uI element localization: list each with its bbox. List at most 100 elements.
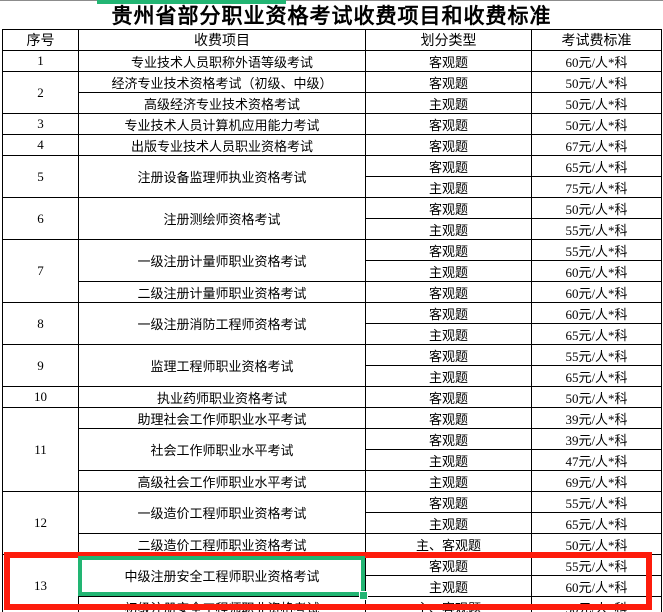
fee-cell: 67元/人*科: [531, 134, 662, 156]
fee-cell: 47元/人*科: [531, 449, 662, 471]
table-row: 社会工作师职业水平考试 客观题 39元/人*科: [3, 428, 662, 471]
project-cell: 经济专业技术资格考试（初级、中级）: [78, 71, 366, 93]
type-cell: 客观题: [365, 155, 532, 177]
type-cell: 主观题: [365, 449, 532, 471]
no-cell: 2: [2, 71, 79, 114]
type-cell: 主观题: [365, 470, 532, 492]
fee-cell: 55元/人*科: [531, 218, 662, 240]
fee-cell: 75元/人*科: [531, 176, 662, 198]
project-cell: 注册测绘师资格考试: [78, 197, 366, 240]
fee-cell: 65元/人*科: [531, 323, 662, 345]
fee-cell: 55元/人*科: [531, 239, 662, 261]
project-cell: 专业技术人员计算机应用能力考试: [78, 113, 366, 135]
fee-cell: 39元/人*科: [531, 407, 662, 429]
selection-handle[interactable]: [359, 591, 368, 600]
fee-cell: 50元/人*科: [531, 596, 662, 612]
table-row: 主观题 47元/人*科: [3, 449, 662, 471]
fee-cell: 55元/人*科: [531, 491, 662, 513]
header-type: 划分类型: [365, 29, 532, 51]
fee-cell: 69元/人*科: [531, 470, 662, 492]
type-cell: 主观题: [365, 92, 532, 114]
project-cell: 一级造价工程师职业资格考试: [78, 491, 366, 534]
fee-cell: 60元/人*科: [531, 575, 662, 597]
fee-cell: 39元/人*科: [531, 428, 662, 450]
type-cell: 客观题: [365, 428, 532, 450]
table-row: 5 注册设备监理师执业资格考试 客观题 65元/人*科: [2, 155, 662, 198]
project-cell: 专业技术人员职称外语等级考试: [78, 50, 366, 72]
table-row: 8 一级注册消防工程师资格考试 客观题 60元/人*科: [2, 302, 662, 345]
project-cell: 初级注册安全工程师职业资格考试: [78, 596, 366, 612]
no-cell: 10: [2, 386, 79, 408]
type-cell: 主、客观题: [365, 596, 532, 612]
type-cell: 主观题: [365, 218, 532, 240]
fee-cell: 50元/人*科: [531, 533, 662, 555]
no-cell: 1: [2, 50, 79, 72]
no-cell: 8: [2, 302, 79, 345]
table-row: 7 一级注册计量师职业资格考试 客观题 55元/人*科: [2, 239, 662, 303]
header-row: 序号 收费项目 划分类型 考试费标准: [2, 29, 662, 51]
table-row: 10 执业药师职业资格考试 客观题 50元/人*科: [2, 386, 662, 408]
project-cell: 二级注册计量师职业资格考试: [78, 281, 366, 303]
table-row: 主观题 65元/人*科: [3, 323, 662, 345]
table-row: 初级注册安全工程师职业资格考试 主、客观题 50元/人*科: [3, 596, 662, 612]
table-row: 主观题 60元/人*科: [3, 575, 662, 597]
no-cell: 9: [2, 344, 79, 387]
table-row: 高级经济专业技术资格考试 主观题 50元/人*科: [3, 92, 662, 114]
type-cell: 主观题: [365, 176, 532, 198]
no-cell: 4: [2, 134, 79, 156]
no-cell: 7: [2, 239, 79, 303]
type-cell: 客观题: [365, 386, 532, 408]
table-row: 1 专业技术人员职称外语等级考试 客观题 60元/人*科: [2, 50, 662, 72]
fee-cell: 50元/人*科: [531, 197, 662, 219]
header-fee: 考试费标准: [531, 29, 662, 51]
no-cell: 3: [2, 113, 79, 135]
fee-cell: 55元/人*科: [531, 344, 662, 366]
table-row: 9 监理工程师职业资格考试 客观题 55元/人*科: [2, 344, 662, 387]
top-border-line: [0, 0, 663, 1]
project-cell: 社会工作师职业水平考试: [78, 428, 366, 471]
project-cell: 监理工程师职业资格考试: [78, 344, 366, 387]
fee-cell: 65元/人*科: [531, 365, 662, 387]
table-row: 二级造价工程师职业资格考试 主、客观题 50元/人*科: [3, 533, 662, 555]
type-cell: 客观题: [365, 239, 532, 261]
selection-box[interactable]: [78, 556, 365, 596]
fee-cell: 50元/人*科: [531, 71, 662, 93]
fee-cell: 55元/人*科: [531, 554, 662, 576]
green-top-line: [97, 0, 286, 4]
type-cell: 客观题: [365, 50, 532, 72]
project-cell: 助理社会工作师职业水平考试: [78, 407, 366, 429]
type-cell: 主观题: [365, 323, 532, 345]
table-row: 高级社会工作师职业水平考试 主观题 69元/人*科: [3, 470, 662, 492]
type-cell: 客观题: [365, 281, 532, 303]
table-row: 二级注册计量师职业资格考试 客观题 60元/人*科: [3, 281, 662, 303]
project-cell: 一级注册计量师职业资格考试: [78, 239, 366, 282]
fee-cell: 60元/人*科: [531, 281, 662, 303]
fee-cell: 50元/人*科: [531, 386, 662, 408]
table-row: 4 出版专业技术人员职业资格考试 客观题 67元/人*科: [2, 134, 662, 156]
project-cell: 高级经济专业技术资格考试: [78, 92, 366, 114]
fee-cell: 60元/人*科: [531, 260, 662, 282]
fee-cell: 50元/人*科: [531, 92, 662, 114]
table-row: 6 注册测绘师资格考试 客观题 50元/人*科: [2, 197, 662, 240]
type-cell: 客观题: [365, 134, 532, 156]
type-cell: 主观题: [365, 575, 532, 597]
header-no: 序号: [2, 29, 79, 51]
type-cell: 主观题: [365, 365, 532, 387]
type-cell: 主观题: [365, 260, 532, 282]
type-cell: 客观题: [365, 113, 532, 135]
table-row: 11 助理社会工作师职业水平考试 客观题 39元/人*科: [2, 407, 662, 492]
type-cell: 客观题: [365, 554, 532, 576]
fee-cell: 65元/人*科: [531, 155, 662, 177]
table-row: 主观题 55元/人*科: [3, 218, 662, 240]
fee-cell: 60元/人*科: [531, 302, 662, 324]
fee-cell: 65元/人*科: [531, 512, 662, 534]
type-cell: 客观题: [365, 491, 532, 513]
type-cell: 客观题: [365, 407, 532, 429]
fee-cell: 60元/人*科: [531, 50, 662, 72]
table-row: 2 经济专业技术资格考试（初级、中级） 客观题 50元/人*科: [2, 71, 662, 114]
project-cell: 执业药师职业资格考试: [78, 386, 366, 408]
fee-cell: 50元/人*科: [531, 113, 662, 135]
no-cell: 12: [2, 491, 79, 555]
header-project: 收费项目: [78, 29, 366, 51]
